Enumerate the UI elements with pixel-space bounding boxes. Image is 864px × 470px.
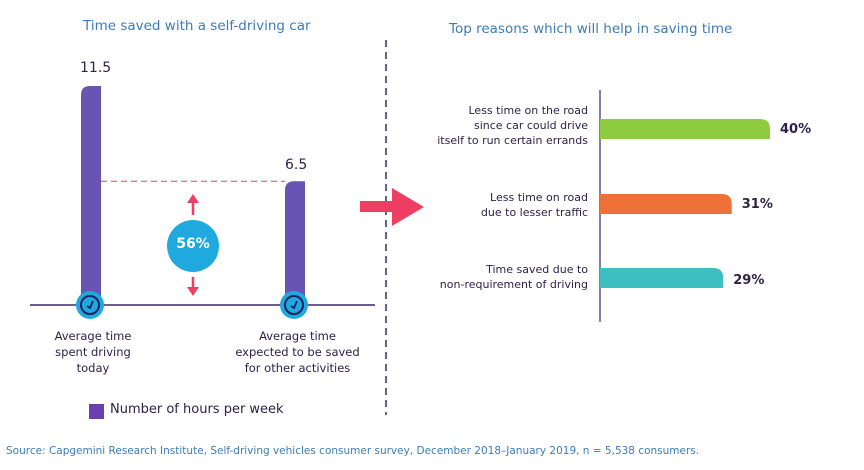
category-label-2-line: expected to be saved — [235, 345, 360, 359]
category-label-2-line: Average time — [259, 329, 336, 343]
reason-label-3-line: non-requirement of driving — [439, 278, 588, 291]
clock-hands-2 — [290, 300, 298, 310]
bar-value-label-1: 11.5 — [80, 60, 112, 76]
reason-label-1-line: since car could drive — [473, 119, 588, 132]
clock-face-2 — [284, 295, 304, 315]
category-label-1-line: spent driving — [55, 345, 131, 359]
clock-face-1 — [80, 295, 100, 315]
bar-value-label-2: 6.5 — [285, 157, 308, 173]
bar-2 — [285, 181, 305, 305]
reason-label-1-line: Less time on the road — [468, 104, 589, 117]
difference-circle — [167, 220, 219, 272]
category-label-2-line: for other activities — [244, 361, 351, 375]
reason-label-1-line: itself to run certain errands — [437, 134, 588, 147]
flow-arrow-shaft — [360, 201, 393, 212]
up-arrow-icon — [187, 194, 199, 203]
reason-value-label-3: 29% — [733, 273, 765, 288]
left-chart-title: Time saved with a self-driving car — [83, 18, 311, 34]
bar-1 — [81, 86, 101, 305]
reason-bar-3 — [600, 268, 724, 288]
reason-label-3-line: Time saved due to — [486, 263, 588, 276]
category-label-2: Average time expected to be saved for ot… — [225, 328, 370, 376]
reason-value-label-2: 31% — [741, 197, 773, 212]
right-chart-title: Top reasons which will help in saving ti… — [449, 21, 733, 37]
source-note: Source: Capgemini Research Institute, Se… — [6, 445, 700, 457]
reason-bar-1 — [600, 119, 770, 139]
clock-hands-1 — [86, 300, 94, 310]
difference-percent: 56% — [176, 236, 210, 252]
category-label-1-line: today — [76, 361, 110, 375]
reason-label-1: Less time on the road since car could dr… — [408, 103, 588, 148]
reason-bar-2 — [600, 194, 732, 214]
down-arrow-icon — [187, 287, 199, 296]
reason-value-label-1: 40% — [780, 122, 812, 137]
reason-label-3: Time saved due to non-requirement of dri… — [408, 262, 588, 292]
reason-label-2-line: Less time on road — [490, 191, 588, 204]
reason-label-2: Less time on road due to lesser traffic — [408, 190, 588, 220]
flow-arrow-icon — [392, 188, 424, 226]
legend-swatch — [89, 404, 104, 419]
legend-label: Number of hours per week — [110, 402, 284, 417]
category-label-1: Average time spent driving today — [33, 328, 153, 376]
reason-label-2-line: due to lesser traffic — [480, 206, 588, 219]
category-label-1-line: Average time — [54, 329, 132, 343]
